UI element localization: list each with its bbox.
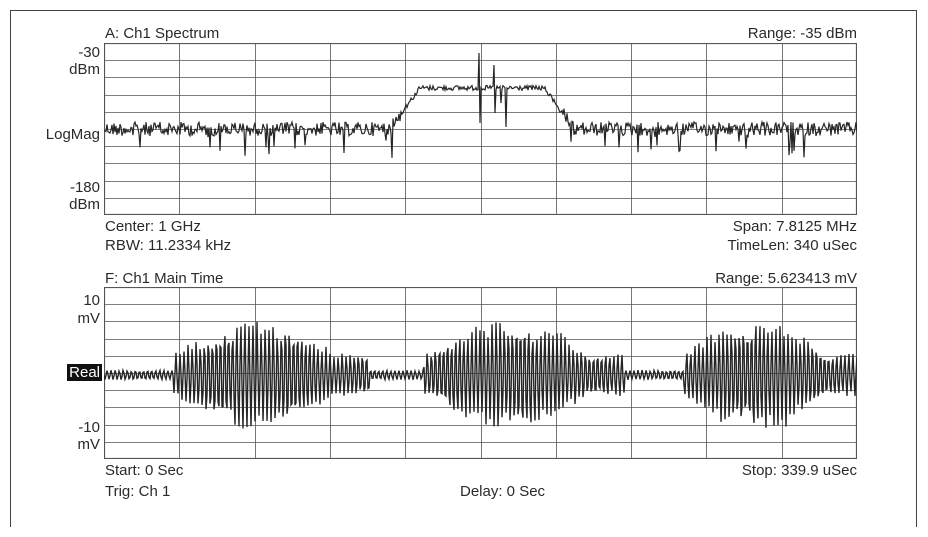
spectrum-header: A: Ch1 Spectrum [105,25,220,42]
spectrum-center: Center: 1 GHz [105,218,201,235]
time-y-scale-label: Real [67,364,102,381]
time-trig: Trig: Ch 1 [105,483,171,500]
spectrum-timelen: TimeLen: 340 uSec [727,237,857,254]
spectrum-range[interactable]: Range: -35 dBm [747,25,857,42]
spectrum-y-top-value: -30 [78,44,100,61]
time-y-bottom-unit: mV [77,436,101,453]
spectrum-y-top-unit: dBm [69,61,100,78]
time-stop: Stop: 339.9 uSec [741,462,857,479]
spectrum-trace [104,52,857,158]
time-header: F: Ch1 Main Time [105,270,224,287]
analyzer-display-frame [10,10,917,527]
spectrum-y-bottom-value: -180 [69,179,100,196]
time-plot [104,287,857,459]
time-start: Start: 0 Sec [105,462,184,479]
spectrum-rbw: RBW: 11.2334 kHz [105,237,232,254]
time-y-top-value: 10 [83,292,100,309]
time-delay: Delay: 0 Sec [460,483,546,500]
spectrum-span: Span: 7.8125 MHz [732,218,857,235]
time-y-bottom-value: -10 [78,419,100,436]
spectrum-y-bottom-unit: dBm [69,196,100,213]
time-y-top-unit: mV [77,310,101,327]
spectrum-y-scale[interactable]: LogMag [45,126,100,143]
time-trace [104,321,857,429]
time-range[interactable]: Range: 5.623413 mV [715,270,857,287]
time-y-scale[interactable]: Real [67,364,102,381]
spectrum-plot [104,43,857,215]
